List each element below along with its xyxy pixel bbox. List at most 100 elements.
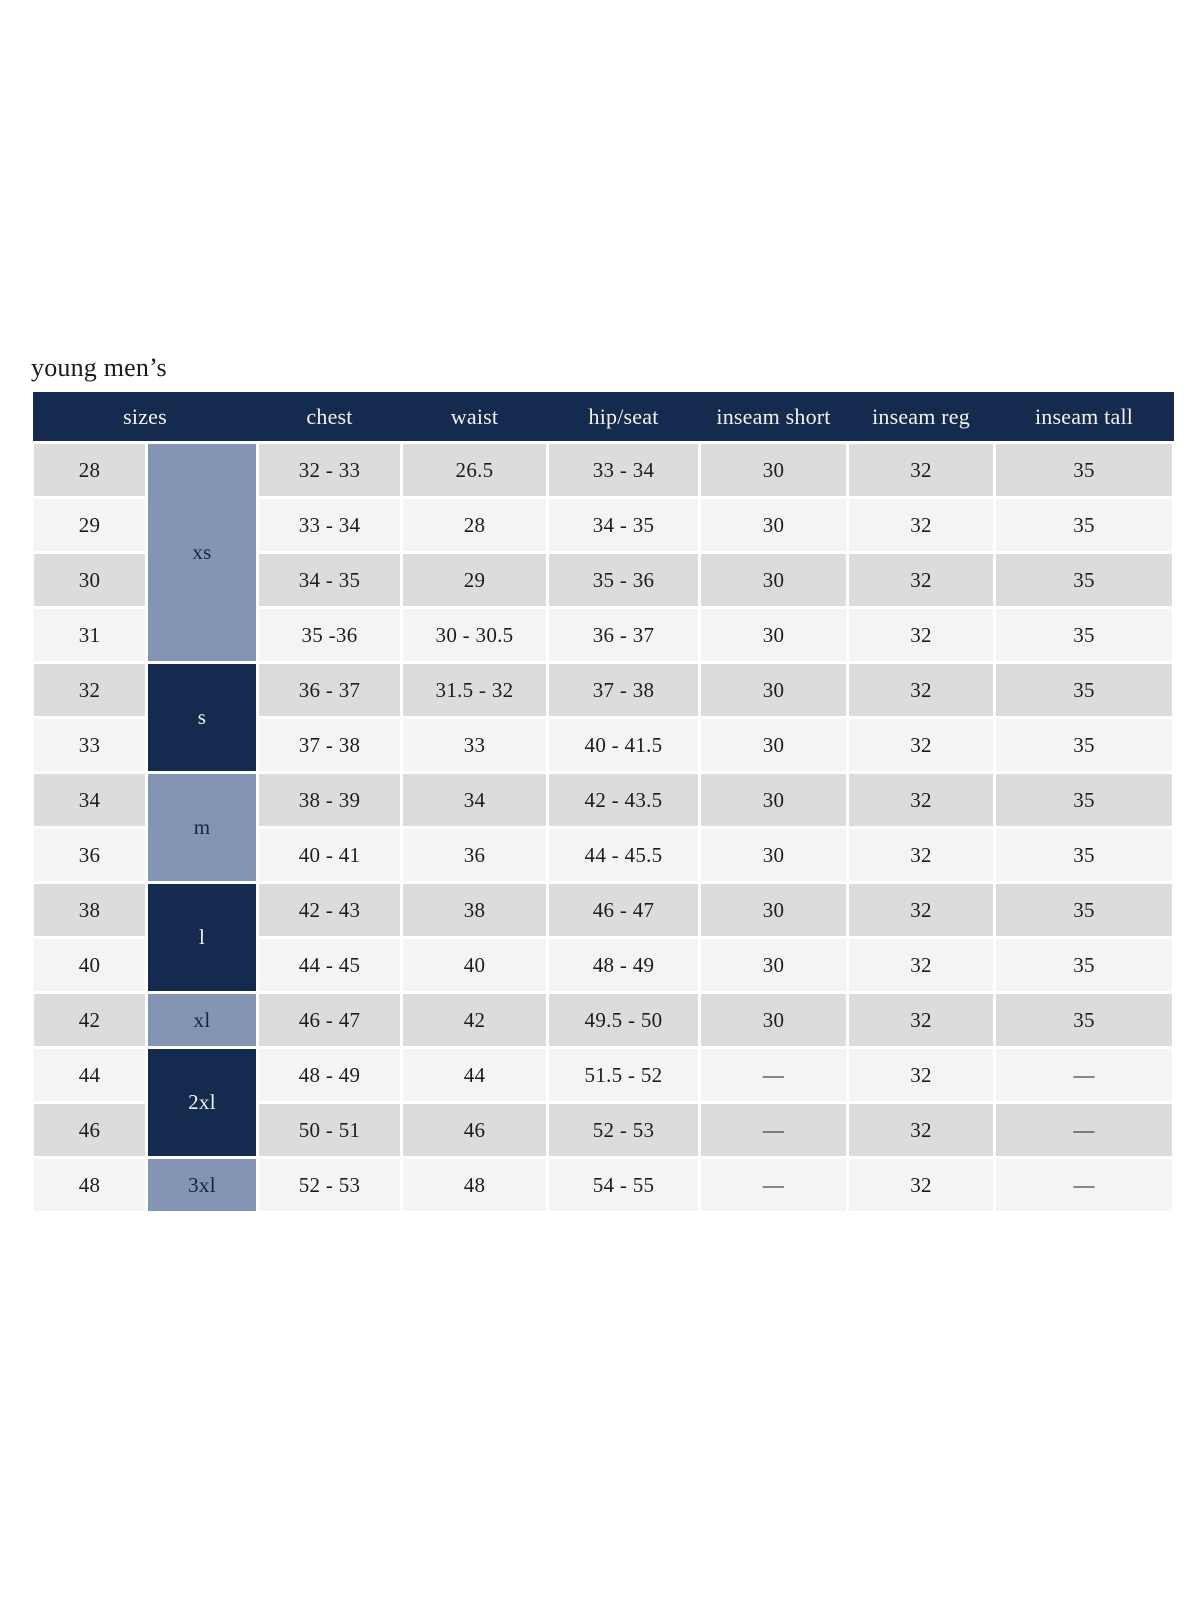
hip-seat-cell: 42 - 43.5 xyxy=(546,771,702,829)
size-group-cell: l xyxy=(144,881,260,994)
hip-seat-cell: 37 - 38 xyxy=(546,661,702,719)
waist-cell: 38 xyxy=(400,881,550,939)
size-cell: 40 xyxy=(31,936,148,994)
inseam-reg-cell: 32 xyxy=(846,881,997,939)
inseam-tall-cell: 35 xyxy=(993,606,1176,664)
chest-cell: 38 - 39 xyxy=(256,771,404,829)
waist-cell: 30 - 30.5 xyxy=(400,606,550,664)
chest-cell: 46 - 47 xyxy=(256,991,404,1049)
chest-cell: 42 - 43 xyxy=(256,881,404,939)
inseam-tall-cell: 35 xyxy=(993,936,1176,994)
waist-cell: 34 xyxy=(400,771,550,829)
inseam-short-cell: 30 xyxy=(698,551,850,609)
inseam-tall-cell: — xyxy=(993,1156,1176,1214)
size-cell: 48 xyxy=(31,1156,148,1214)
size-group-cell: 3xl xyxy=(144,1156,260,1214)
inseam-tall-cell: — xyxy=(993,1046,1176,1104)
inseam-short-cell: 30 xyxy=(698,826,850,884)
hip-seat-cell: 54 - 55 xyxy=(546,1156,702,1214)
size-chart-table: sizes chest waist hip/seat inseam short … xyxy=(31,392,1176,1214)
inseam-short-cell: 30 xyxy=(698,496,850,554)
inseam-short-cell: 30 xyxy=(698,881,850,939)
inseam-reg-cell: 32 xyxy=(846,826,997,884)
header-waist: waist xyxy=(401,392,548,444)
inseam-tall-cell: — xyxy=(993,1101,1176,1159)
inseam-short-cell: 30 xyxy=(698,716,850,774)
inseam-reg-cell: 32 xyxy=(846,771,997,829)
size-cell: 42 xyxy=(31,991,148,1049)
inseam-short-cell: — xyxy=(698,1101,850,1159)
table-row: 30 34 - 35 29 35 - 36 30 32 35 xyxy=(31,551,1176,609)
inseam-tall-cell: 35 xyxy=(993,441,1176,499)
hip-seat-cell: 48 - 49 xyxy=(546,936,702,994)
size-cell: 28 xyxy=(31,441,148,499)
inseam-reg-cell: 32 xyxy=(846,991,997,1049)
chest-cell: 40 - 41 xyxy=(256,826,404,884)
hip-seat-cell: 40 - 41.5 xyxy=(546,716,702,774)
inseam-reg-cell: 32 xyxy=(846,1101,997,1159)
inseam-tall-cell: 35 xyxy=(993,716,1176,774)
header-inseam-tall: inseam tall xyxy=(994,392,1174,444)
hip-seat-cell: 51.5 - 52 xyxy=(546,1046,702,1104)
inseam-tall-cell: 35 xyxy=(993,661,1176,719)
inseam-tall-cell: 35 xyxy=(993,496,1176,554)
waist-cell: 40 xyxy=(400,936,550,994)
inseam-short-cell: 30 xyxy=(698,771,850,829)
waist-cell: 31.5 - 32 xyxy=(400,661,550,719)
size-cell: 38 xyxy=(31,881,148,939)
chest-cell: 33 - 34 xyxy=(256,496,404,554)
waist-cell: 26.5 xyxy=(400,441,550,499)
table-row: 33 37 - 38 33 40 - 41.5 30 32 35 xyxy=(31,716,1176,774)
table-row: 42 xl 46 - 47 42 49.5 - 50 30 32 35 xyxy=(31,991,1176,1049)
header-chest: chest xyxy=(257,392,402,444)
chest-cell: 36 - 37 xyxy=(256,661,404,719)
size-group-cell: xl xyxy=(144,991,260,1049)
inseam-short-cell: — xyxy=(698,1156,850,1214)
inseam-short-cell: 30 xyxy=(698,936,850,994)
waist-cell: 42 xyxy=(400,991,550,1049)
inseam-reg-cell: 32 xyxy=(846,551,997,609)
waist-cell: 28 xyxy=(400,496,550,554)
table-row: 40 44 - 45 40 48 - 49 30 32 35 xyxy=(31,936,1176,994)
hip-seat-cell: 46 - 47 xyxy=(546,881,702,939)
inseam-reg-cell: 32 xyxy=(846,1156,997,1214)
header-row: sizes chest waist hip/seat inseam short … xyxy=(32,392,1174,444)
size-table-body: 28 xs 32 - 33 26.5 33 - 34 30 32 35 29 33 - 34 28 3… xyxy=(31,441,1176,1214)
size-group-cell: m xyxy=(144,771,260,884)
chest-cell: 50 - 51 xyxy=(256,1101,404,1159)
inseam-short-cell: 30 xyxy=(698,606,850,664)
inseam-tall-cell: 35 xyxy=(993,826,1176,884)
inseam-reg-cell: 32 xyxy=(846,441,997,499)
waist-cell: 36 xyxy=(400,826,550,884)
header-hip-seat: hip/seat xyxy=(547,392,700,444)
size-cell: 29 xyxy=(31,496,148,554)
header-inseam-reg: inseam reg xyxy=(847,392,995,444)
hip-seat-cell: 33 - 34 xyxy=(546,441,702,499)
inseam-tall-cell: 35 xyxy=(993,881,1176,939)
size-cell: 44 xyxy=(31,1046,148,1104)
table-row: 36 40 - 41 36 44 - 45.5 30 32 35 xyxy=(31,826,1176,884)
inseam-reg-cell: 32 xyxy=(846,936,997,994)
inseam-short-cell: 30 xyxy=(698,661,850,719)
hip-seat-cell: 36 - 37 xyxy=(546,606,702,664)
size-chart-section: young men’s sizes chest waist hip/seat i… xyxy=(31,353,1176,1214)
table-row: 34 m 38 - 39 34 42 - 43.5 30 32 35 xyxy=(31,771,1176,884)
chest-cell: 37 - 38 xyxy=(256,716,404,774)
chest-cell: 34 - 35 xyxy=(256,551,404,609)
chest-cell: 32 - 33 xyxy=(256,441,404,499)
size-cell: 31 xyxy=(31,606,148,664)
size-group-cell: 2xl xyxy=(144,1046,260,1159)
size-cell: 32 xyxy=(31,661,148,719)
inseam-tall-cell: 35 xyxy=(993,771,1176,829)
inseam-short-cell: 30 xyxy=(698,991,850,1049)
inseam-tall-cell: 35 xyxy=(993,991,1176,1049)
hip-seat-cell: 34 - 35 xyxy=(546,496,702,554)
hip-seat-cell: 52 - 53 xyxy=(546,1101,702,1159)
hip-seat-cell: 35 - 36 xyxy=(546,551,702,609)
table-row: 38 l 42 - 43 38 46 - 47 30 32 35 xyxy=(31,881,1176,994)
table-row: 29 33 - 34 28 34 - 35 30 32 35 xyxy=(31,496,1176,554)
waist-cell: 48 xyxy=(400,1156,550,1214)
size-cell: 36 xyxy=(31,826,148,884)
waist-cell: 33 xyxy=(400,716,550,774)
inseam-reg-cell: 32 xyxy=(846,606,997,664)
